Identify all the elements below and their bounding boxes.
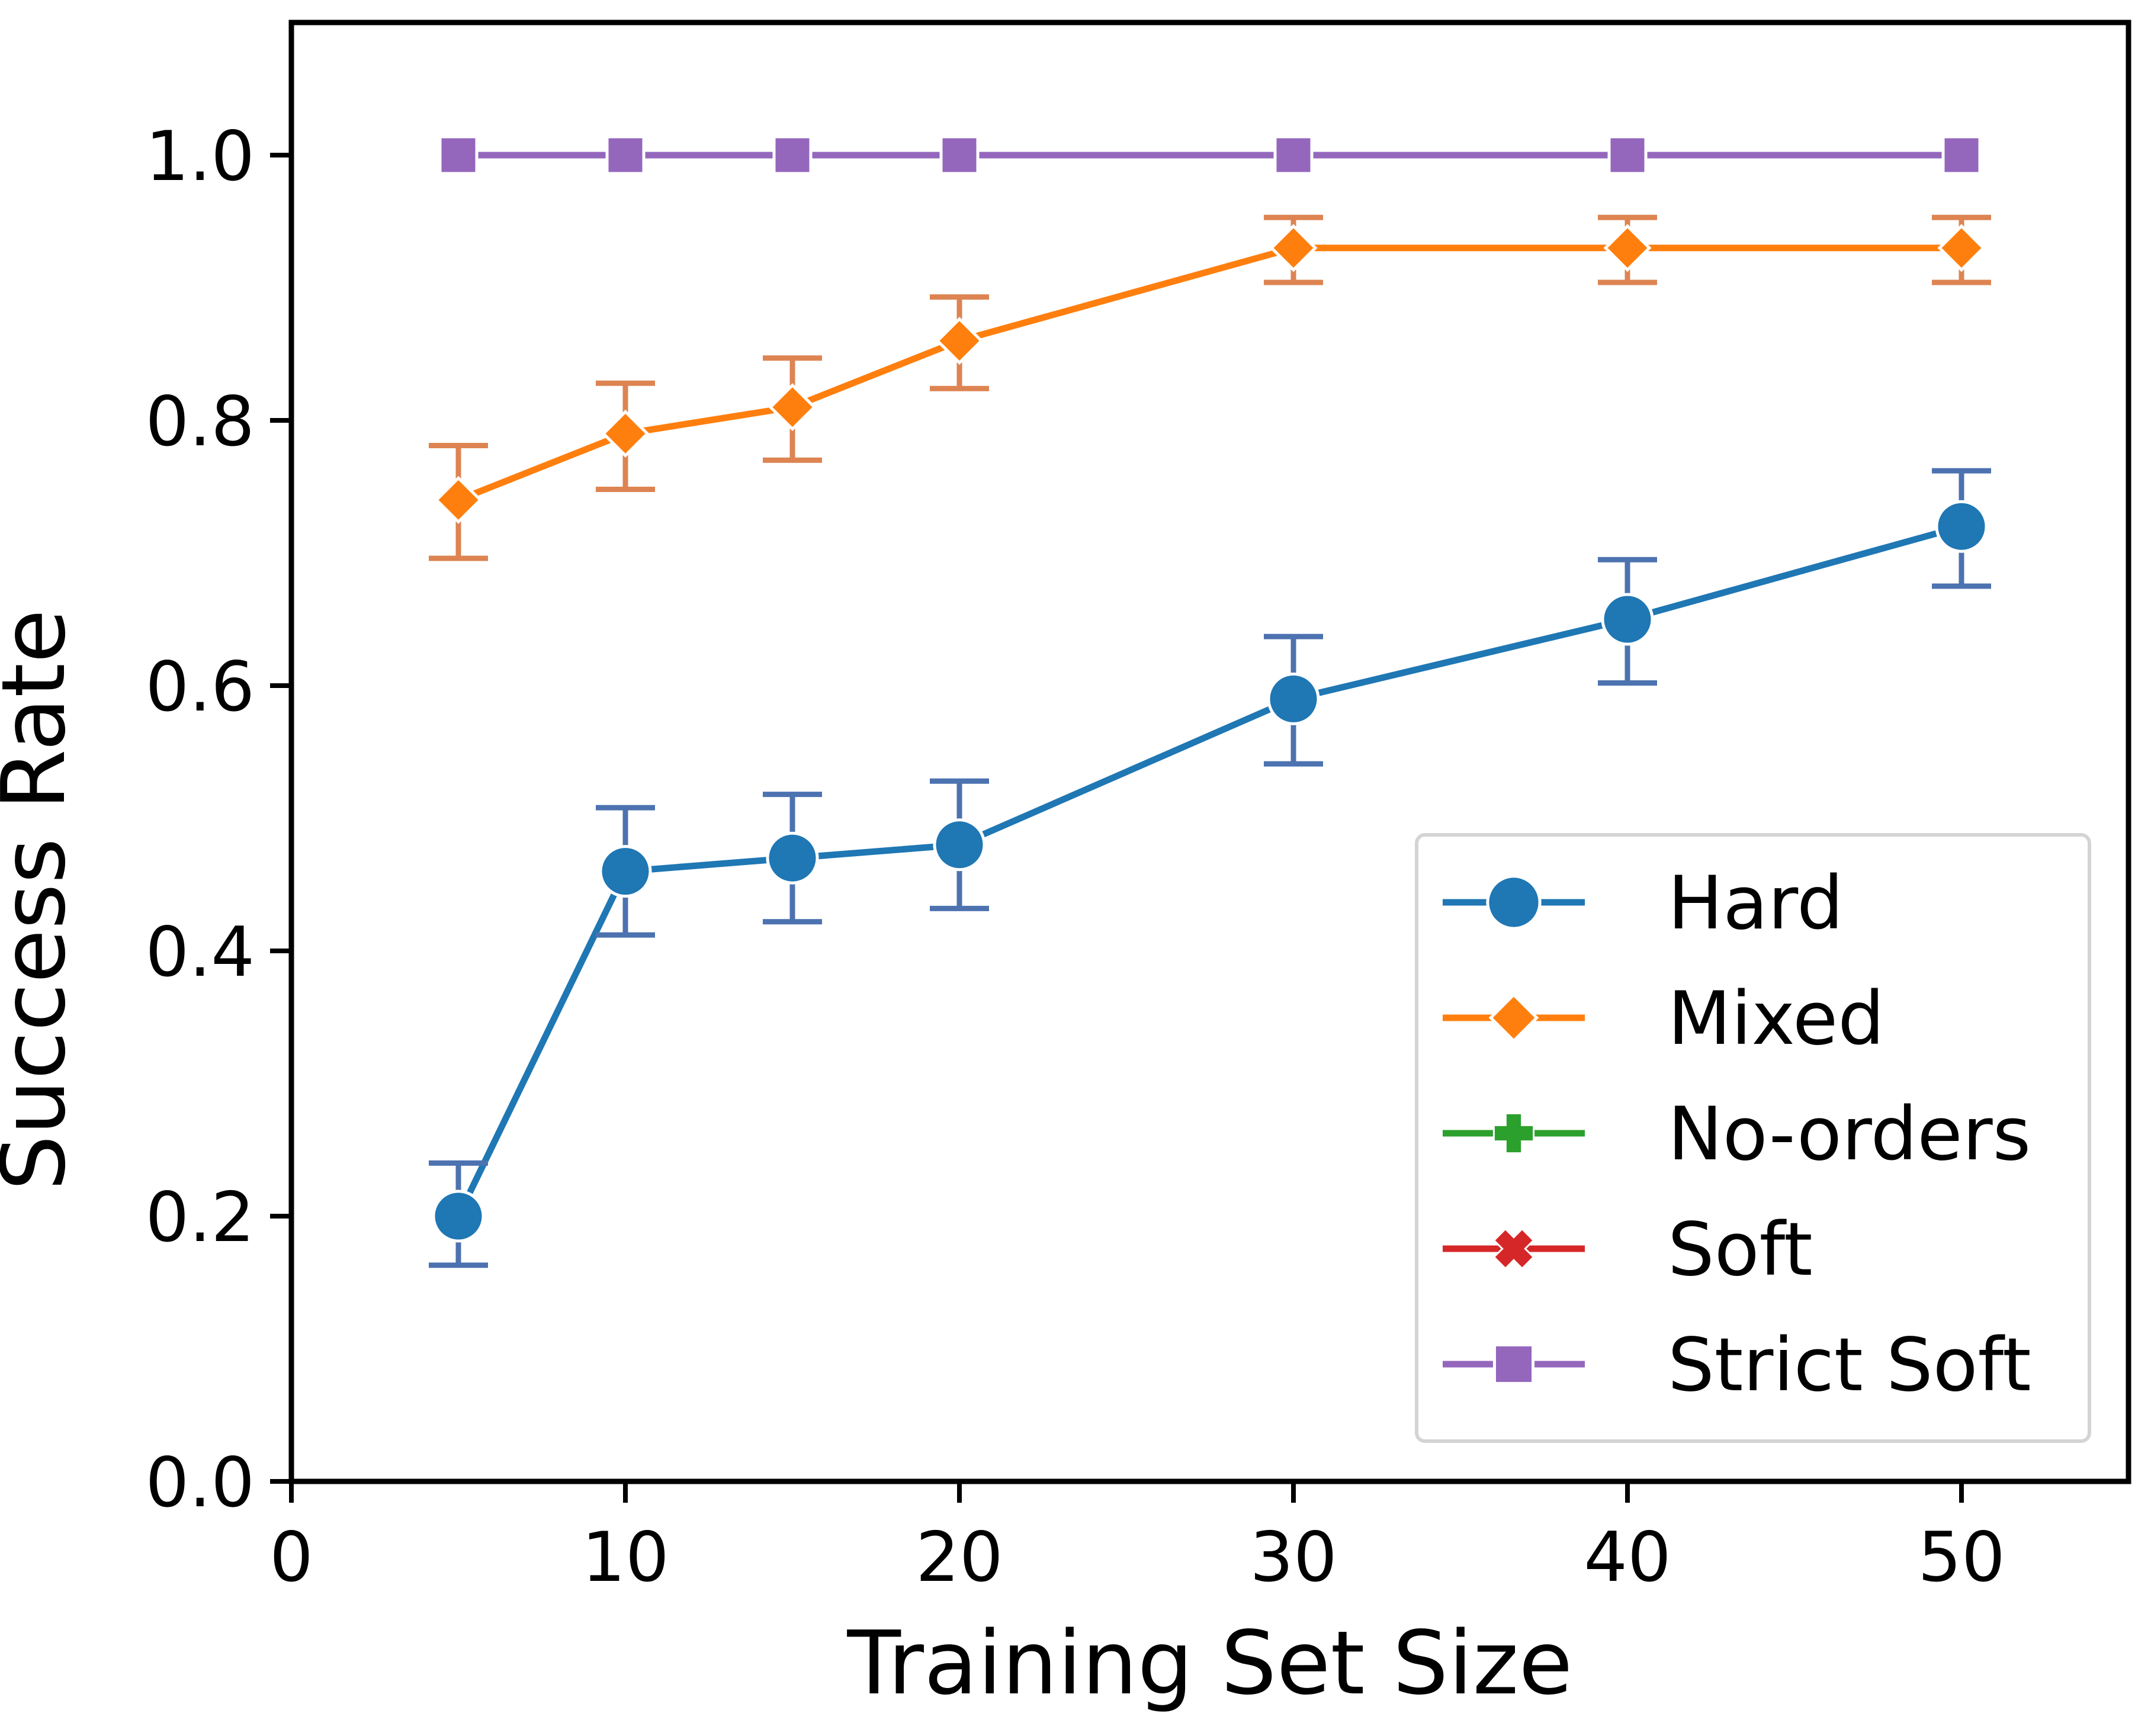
y-tick-label: 0.4 [146,912,255,992]
legend-marker-mixed [1488,992,1539,1043]
plot-series [429,135,1991,1268]
legend-entry-no-orders: No-orders [1443,1092,2031,1177]
data-point-mixed [1603,224,1652,272]
axis-ticks: 0 10 20 30 40 50 0.0 0.2 0.4 0.6 0.8 1.0 [146,117,2005,1597]
legend-box [1415,833,2091,1443]
data-point-hard [933,818,986,872]
legend-marker-strict-soft [1492,1343,1535,1385]
data-point-mixed [601,409,650,458]
data-point-hard [432,1190,485,1243]
data-point-mixed [434,475,483,524]
x-axis-title: Training Set Size [847,1612,1573,1714]
x-tick-label: 0 [269,1518,313,1597]
y-axis-title: Success Rate [0,609,85,1191]
y-tick-label: 0.2 [146,1178,255,1258]
plot-border [288,20,2131,1484]
data-point-strict-soft [1607,135,1648,175]
data-point-hard [766,831,819,885]
series-strict-soft [438,135,1982,175]
data-point-strict-soft [772,135,813,175]
legend-label-strict-soft: Strict Soft [1668,1323,2031,1408]
legend-label-hard: Hard [1668,861,1844,946]
y-tick-label: 0.8 [146,382,255,462]
y-tick-label: 0.0 [146,1443,255,1523]
x-tick-label: 40 [1584,1518,1671,1597]
legend-marker-hard [1486,875,1542,930]
data-point-hard [1267,672,1320,725]
x-tick-label: 20 [916,1518,1003,1597]
data-point-mixed [1937,224,1986,272]
series-hard [429,468,1991,1268]
y-tick-label: 0.6 [146,647,255,727]
data-point-mixed [768,383,817,432]
data-point-hard [1935,500,1988,553]
x-tick-label: 50 [1918,1518,2005,1597]
series-mixed [429,214,1991,561]
data-point-strict-soft [939,135,980,175]
legend-entry-strict-soft: Strict Soft [1443,1323,2031,1408]
data-point-mixed [935,317,984,365]
data-point-strict-soft [438,135,479,175]
legend-marker-soft [1492,1227,1535,1270]
legend-marker-no-orders [1492,1112,1535,1155]
x-tick-label: 30 [1250,1518,1337,1597]
data-point-strict-soft [605,135,646,175]
legend-label-soft: Soft [1668,1207,1813,1293]
data-point-strict-soft [1273,135,1314,175]
legend-entry-soft: Soft [1443,1207,1813,1293]
legend-entry-mixed: Mixed [1443,976,1884,1062]
legend-label-mixed: Mixed [1668,976,1884,1062]
legend-entry-hard: Hard [1443,861,1844,946]
data-point-strict-soft [1941,135,1982,175]
x-tick-label: 10 [582,1518,669,1597]
data-point-mixed [1269,224,1318,272]
y-tick-label: 1.0 [146,117,255,197]
data-point-hard [1601,593,1654,646]
data-point-hard [599,845,652,898]
legend: Hard Mixed No-orders Soft Strict Soft [1415,833,2091,1443]
legend-label-no-orders: No-orders [1668,1092,2031,1177]
plot-frame [288,20,2131,1484]
